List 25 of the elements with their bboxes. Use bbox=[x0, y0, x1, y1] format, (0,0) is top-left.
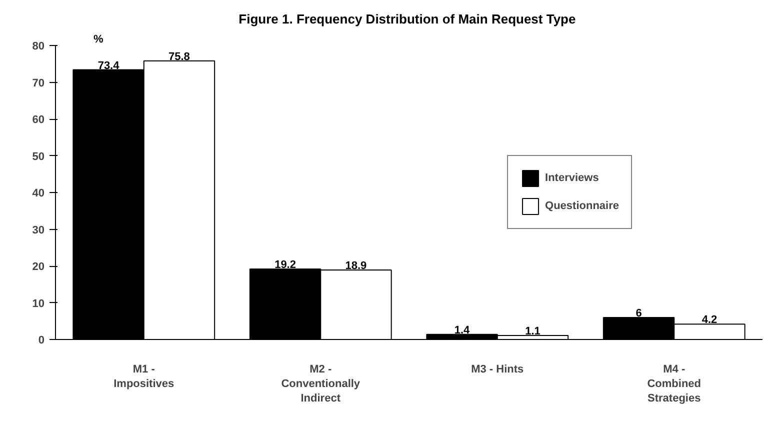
y-tick-label: 0 bbox=[38, 334, 45, 346]
y-tick-label: 80 bbox=[32, 40, 45, 52]
data-label: 19.2 bbox=[274, 258, 296, 271]
y-tick-label: 50 bbox=[32, 150, 45, 163]
x-tick-label: M2 - Conventionally Indirect bbox=[281, 364, 361, 404]
y-tick-label: 20 bbox=[32, 261, 45, 273]
y-tick-label: 10 bbox=[32, 298, 45, 310]
data-label: 1.1 bbox=[525, 325, 540, 338]
data-label: 1.4 bbox=[454, 324, 471, 336]
data-label: 18.9 bbox=[345, 260, 367, 272]
data-label: 75.8 bbox=[168, 50, 190, 63]
y-tick-label: 40 bbox=[32, 188, 45, 200]
y-tick-label: 70 bbox=[32, 77, 45, 90]
legend-label: Interviews bbox=[545, 172, 599, 184]
y-axis-title: % bbox=[94, 34, 104, 46]
y-tick-label: 60 bbox=[32, 114, 45, 126]
data-label: 6 bbox=[636, 307, 642, 320]
legend-label: Questionnaire bbox=[545, 200, 619, 212]
y-tick-label: 30 bbox=[32, 224, 45, 236]
x-tick-label: M4 - Combined Strategies bbox=[647, 364, 702, 404]
chart-title: Figure 1. Frequency Distribution of Main Request Type bbox=[238, 12, 576, 26]
data-label: 73.4 bbox=[98, 60, 120, 72]
x-tick-label: M1 - Impositives bbox=[114, 364, 174, 390]
x-tick-label: M3 - Hints bbox=[471, 364, 524, 376]
data-label: 4.2 bbox=[702, 314, 718, 326]
